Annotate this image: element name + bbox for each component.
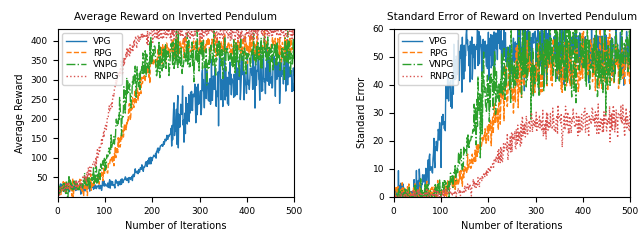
RPG — [69, 197, 77, 199]
VNPG — [504, 45, 512, 48]
VPG — [627, 67, 634, 70]
VNPG — [515, 27, 523, 30]
RPG — [285, 40, 293, 43]
VNPG — [392, 195, 400, 198]
VNPG — [503, 60, 511, 63]
RPG — [182, 51, 190, 54]
VNPG — [196, 48, 204, 51]
RNPG — [56, 195, 63, 198]
VNPG — [182, 45, 190, 48]
RNPG — [168, 39, 175, 42]
VPG — [221, 37, 228, 40]
RNPG — [503, 149, 511, 152]
RPG — [621, 47, 629, 50]
RNPG — [390, 195, 398, 198]
RNPG — [249, 31, 257, 34]
Legend: VPG, RPG, VNPG, RNPG: VPG, RPG, VNPG, RNPG — [62, 33, 122, 85]
RNPG — [622, 120, 630, 123]
Line: VNPG: VNPG — [394, 29, 630, 197]
RPG — [584, 73, 591, 76]
RNPG — [150, 20, 158, 23]
VNPG — [249, 48, 257, 51]
VPG — [504, 47, 511, 49]
VPG — [168, 124, 176, 127]
Line: RNPG: RNPG — [394, 104, 630, 197]
VNPG — [64, 196, 72, 199]
RPG — [54, 187, 62, 190]
Y-axis label: Standard Error: Standard Error — [357, 77, 367, 148]
RNPG — [183, 30, 191, 33]
VPG — [167, 131, 175, 134]
Line: RPG: RPG — [58, 30, 294, 198]
VPG — [622, 48, 630, 50]
RNPG — [54, 181, 62, 184]
VPG — [182, 110, 190, 113]
Line: RNPG: RNPG — [58, 21, 294, 197]
RPG — [504, 96, 511, 99]
RPG — [291, 42, 298, 44]
RPG — [531, 91, 539, 94]
VNPG — [193, 29, 201, 32]
VPG — [585, 81, 593, 84]
VPG — [77, 193, 84, 196]
VPG — [285, 73, 293, 76]
VPG — [249, 88, 257, 91]
VPG — [505, 56, 513, 59]
VNPG — [585, 57, 593, 60]
RNPG — [196, 39, 204, 42]
X-axis label: Number of Iterations: Number of Iterations — [461, 221, 563, 231]
RPG — [627, 71, 634, 74]
VPG — [532, 41, 540, 44]
RPG — [248, 45, 256, 48]
Line: VPG: VPG — [394, 29, 630, 197]
RPG — [502, 65, 510, 68]
RPG — [168, 39, 176, 42]
VPG — [54, 187, 62, 190]
VNPG — [167, 45, 175, 48]
VNPG — [622, 62, 630, 65]
VNPG — [390, 185, 398, 188]
VNPG — [54, 181, 62, 184]
VPG — [391, 195, 399, 198]
VPG — [390, 190, 398, 192]
VNPG — [532, 69, 540, 72]
VNPG — [627, 27, 634, 30]
VPG — [291, 72, 298, 75]
VPG — [463, 27, 470, 30]
RNPG — [291, 28, 298, 30]
Legend: VPG, RPG, VNPG, RNPG: VPG, RPG, VNPG, RNPG — [398, 33, 458, 85]
RNPG — [584, 130, 592, 132]
RNPG — [285, 28, 293, 31]
RPG — [195, 43, 203, 46]
VPG — [195, 95, 203, 98]
Line: VNPG: VNPG — [58, 30, 294, 197]
RNPG — [595, 102, 602, 105]
RPG — [596, 27, 604, 30]
RPG — [390, 195, 398, 198]
RPG — [167, 51, 175, 54]
RNPG — [627, 112, 634, 115]
Y-axis label: Average Reward: Average Reward — [15, 73, 25, 153]
RPG — [518, 72, 526, 75]
VNPG — [519, 75, 527, 78]
RNPG — [393, 195, 401, 198]
RNPG — [531, 125, 539, 127]
Line: VPG: VPG — [58, 38, 294, 194]
RPG — [260, 29, 268, 31]
Title: Standard Error of Reward on Inverted Pendulum: Standard Error of Reward on Inverted Pen… — [387, 12, 637, 23]
VNPG — [291, 46, 298, 49]
RNPG — [504, 156, 512, 159]
VPG — [519, 43, 527, 46]
RNPG — [518, 115, 526, 118]
Line: RPG: RPG — [394, 29, 630, 197]
RNPG — [169, 26, 177, 29]
X-axis label: Number of Iterations: Number of Iterations — [125, 221, 227, 231]
VNPG — [168, 52, 176, 54]
VNPG — [285, 49, 293, 52]
Title: Average Reward on Inverted Pendulum: Average Reward on Inverted Pendulum — [74, 12, 278, 23]
